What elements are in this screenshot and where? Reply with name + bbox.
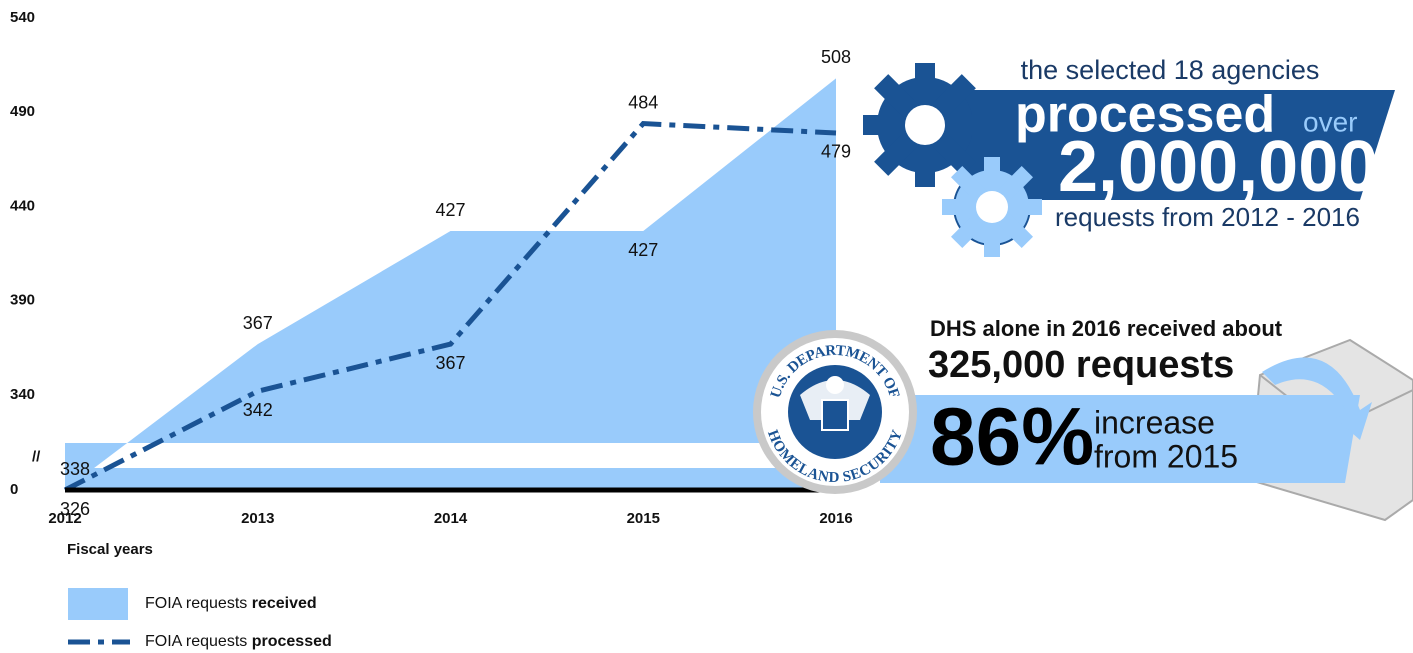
gears xyxy=(863,63,1395,257)
data-label: 427 xyxy=(435,200,465,220)
x-axis-title: Fiscal years xyxy=(67,541,153,558)
data-label: 427 xyxy=(628,240,658,260)
dhs-band xyxy=(880,395,1360,483)
callout-tail: requests from 2012 - 2016 xyxy=(1055,202,1360,232)
line xyxy=(63,121,837,493)
y-tick-label: 540 xyxy=(10,9,35,26)
arrow xyxy=(1262,357,1372,440)
x-tick-label: 2016 xyxy=(819,510,852,527)
area-base xyxy=(65,468,836,490)
y-tick-label: 0 xyxy=(10,481,18,498)
y-tick-label: 340 xyxy=(10,386,35,403)
y-tick-label: 490 xyxy=(10,103,35,120)
dhs-increase: increase xyxy=(1094,404,1215,440)
data-label: 479 xyxy=(821,142,851,162)
data-label: 326 xyxy=(60,499,90,519)
y-tick-label: 390 xyxy=(10,292,35,309)
axis-break: // xyxy=(32,448,41,465)
legend-label: FOIA requests processed xyxy=(145,633,332,650)
data-label: 342 xyxy=(243,400,273,420)
plot: 0 340 390 440 490 540 // 326 367 427 427 508 338 342 3… xyxy=(10,9,853,650)
x-tick-label: 2014 xyxy=(434,510,468,527)
area xyxy=(65,78,836,490)
data-label: 367 xyxy=(435,353,465,373)
callout-over: over xyxy=(1303,106,1357,137)
x-tick-label: 2013 xyxy=(241,510,274,527)
processed-banner xyxy=(960,90,1395,200)
x-tick-label: 2015 xyxy=(627,510,660,527)
x-tick-label: 2012 xyxy=(48,510,81,527)
legend-label: FOIA requests received xyxy=(145,595,317,612)
gear-dark xyxy=(863,63,987,187)
data-label: 338 xyxy=(60,459,90,479)
y-tick-label: 440 xyxy=(10,197,35,214)
callout-lead: the selected 18 agencies xyxy=(1021,55,1320,85)
dhs-percent: 86% xyxy=(930,392,1094,483)
data-label: 484 xyxy=(628,92,658,112)
data-label: 508 xyxy=(821,47,851,67)
callout-number: 2,000,000 xyxy=(1058,127,1378,207)
seal: U.S. DEPARTMENT OF HOMELAND SECURITY xyxy=(753,330,917,494)
callout-verb: processed xyxy=(1015,86,1275,144)
dhs-number: 325,000 requests xyxy=(928,344,1234,386)
dhs-lead: DHS alone in 2016 received about xyxy=(930,316,1283,341)
data-label: 367 xyxy=(243,313,273,333)
gear-light xyxy=(942,157,1042,257)
legend-swatch xyxy=(68,588,128,620)
dhs-from: from 2015 xyxy=(1094,438,1238,474)
